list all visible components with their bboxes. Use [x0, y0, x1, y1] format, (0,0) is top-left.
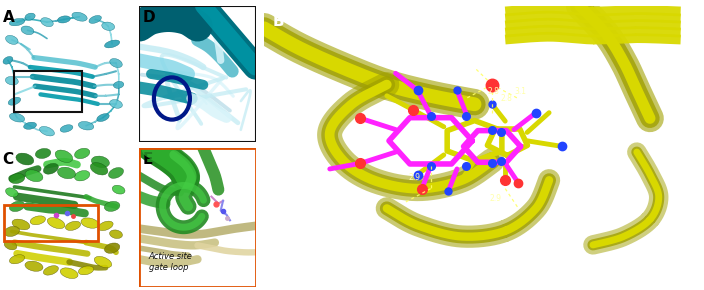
Ellipse shape: [104, 201, 120, 211]
Text: Active site
gate loop: Active site gate loop: [149, 252, 193, 272]
Ellipse shape: [44, 163, 58, 174]
Bar: [14, 71, 82, 112]
Ellipse shape: [4, 226, 20, 236]
Ellipse shape: [78, 122, 94, 130]
Ellipse shape: [6, 77, 18, 85]
Ellipse shape: [78, 266, 94, 275]
Ellipse shape: [55, 150, 73, 162]
Ellipse shape: [58, 16, 70, 23]
Ellipse shape: [35, 148, 51, 158]
Ellipse shape: [21, 26, 34, 35]
Ellipse shape: [61, 268, 78, 278]
Text: B: B: [272, 14, 284, 29]
Ellipse shape: [60, 125, 73, 132]
Text: 2.8: 2.8: [488, 87, 500, 96]
Ellipse shape: [94, 256, 112, 268]
Ellipse shape: [41, 18, 54, 27]
Ellipse shape: [25, 261, 43, 271]
Text: 2.8: 2.8: [501, 94, 513, 103]
Ellipse shape: [44, 266, 58, 275]
Text: A: A: [3, 10, 15, 25]
Ellipse shape: [90, 163, 108, 175]
Ellipse shape: [39, 126, 54, 136]
Ellipse shape: [4, 241, 17, 250]
Ellipse shape: [104, 243, 120, 253]
Ellipse shape: [3, 57, 13, 64]
Text: 2.9: 2.9: [490, 194, 502, 203]
Ellipse shape: [110, 59, 122, 68]
Ellipse shape: [6, 35, 18, 44]
Ellipse shape: [110, 230, 122, 238]
Text: E: E: [143, 152, 153, 167]
Ellipse shape: [65, 221, 81, 231]
Ellipse shape: [30, 216, 46, 225]
Ellipse shape: [72, 12, 87, 21]
Ellipse shape: [58, 167, 75, 179]
Ellipse shape: [75, 171, 90, 181]
Ellipse shape: [9, 255, 25, 264]
Text: 2.9: 2.9: [409, 173, 421, 182]
Ellipse shape: [25, 170, 43, 182]
Ellipse shape: [98, 221, 113, 231]
Ellipse shape: [110, 99, 122, 108]
Ellipse shape: [108, 168, 123, 178]
Text: C: C: [3, 152, 14, 167]
Ellipse shape: [102, 22, 115, 30]
Ellipse shape: [24, 122, 37, 129]
Ellipse shape: [89, 15, 101, 23]
Ellipse shape: [104, 40, 120, 48]
Ellipse shape: [81, 218, 99, 228]
Ellipse shape: [112, 185, 125, 194]
Ellipse shape: [9, 19, 25, 26]
Text: D: D: [143, 10, 156, 25]
Ellipse shape: [47, 218, 65, 229]
Ellipse shape: [16, 153, 34, 165]
Text: 3.1: 3.1: [514, 87, 526, 96]
Ellipse shape: [9, 173, 25, 184]
Ellipse shape: [9, 201, 25, 211]
Ellipse shape: [25, 13, 35, 20]
Ellipse shape: [6, 188, 18, 197]
Ellipse shape: [75, 148, 90, 159]
Ellipse shape: [92, 156, 109, 168]
Ellipse shape: [113, 81, 124, 88]
Ellipse shape: [8, 97, 20, 105]
Ellipse shape: [9, 113, 25, 122]
Ellipse shape: [12, 219, 30, 230]
Ellipse shape: [96, 114, 109, 122]
Bar: [4, 205, 98, 241]
